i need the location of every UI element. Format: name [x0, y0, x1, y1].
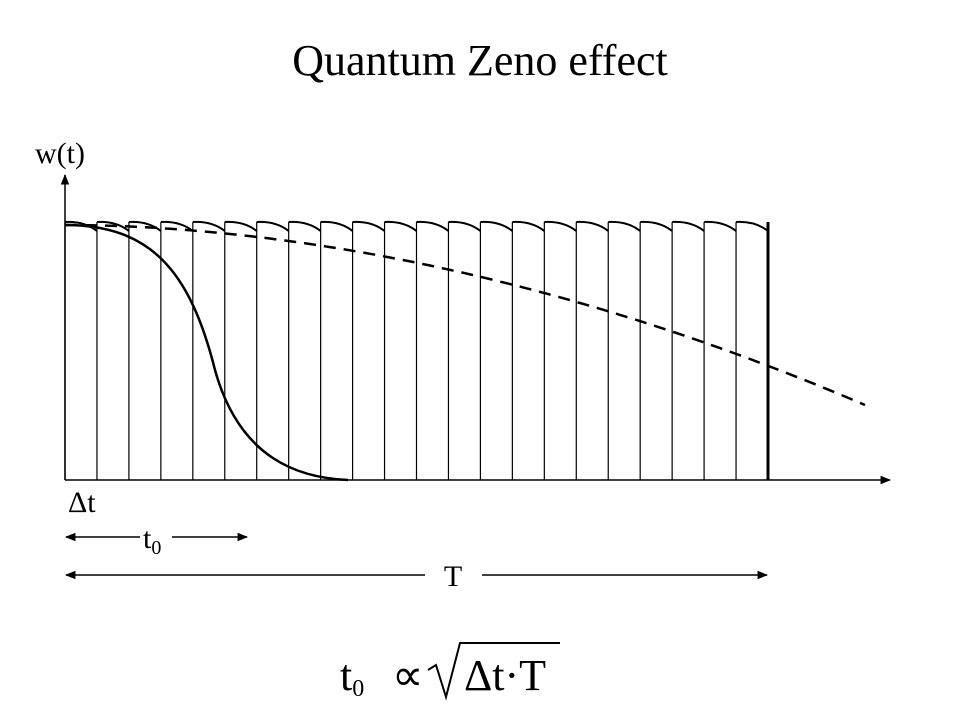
free-decay-curve	[64, 223, 349, 482]
formula-t: t	[340, 651, 352, 700]
strip-arc	[640, 220, 673, 232]
strip-arc	[96, 220, 130, 232]
formula-lhs: t0	[340, 651, 364, 702]
measurement-strips	[64, 220, 769, 480]
strip-arc	[704, 220, 737, 232]
axis-label: w(t)	[35, 137, 85, 170]
strip-arc	[576, 220, 609, 232]
strip-arc	[64, 220, 98, 232]
t0-main: t	[143, 522, 152, 555]
strip-arc	[256, 220, 290, 232]
strip-arc	[544, 220, 577, 232]
sqrt-sign	[427, 642, 560, 701]
formula-sub: 0	[352, 676, 364, 702]
formula-radicand: Δt·T	[464, 651, 546, 700]
T-label: T	[444, 560, 462, 593]
title: Quantum Zeno effect	[292, 36, 667, 85]
strip-arc	[224, 220, 258, 232]
strip-arc	[192, 220, 226, 232]
interval-label: Δt	[68, 486, 96, 519]
strip-arc	[288, 220, 322, 232]
strip-arc	[608, 220, 641, 232]
t0-label: t0	[143, 522, 161, 559]
strip-arc	[384, 220, 418, 232]
strip-arc	[352, 220, 386, 232]
strip-arc	[672, 220, 705, 232]
formula-relation: ∝	[392, 651, 423, 700]
strip-arc	[128, 220, 162, 232]
t0-sub: 0	[151, 537, 161, 559]
zeno-decay-curve	[65, 223, 866, 407]
strip-arc	[735, 220, 769, 232]
strip-arc	[416, 220, 450, 232]
strip-arc	[512, 220, 545, 232]
strip-arc	[480, 220, 513, 232]
strip-arc	[320, 220, 354, 232]
strip-arc	[448, 220, 482, 232]
